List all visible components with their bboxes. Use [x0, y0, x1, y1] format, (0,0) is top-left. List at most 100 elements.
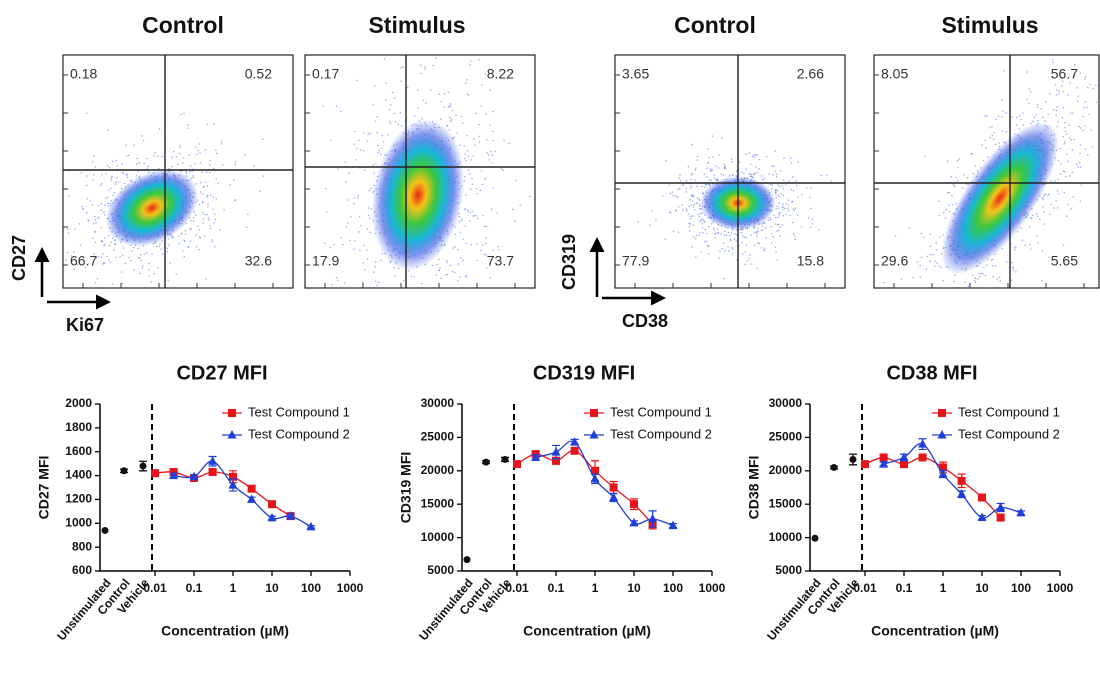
density-dot — [706, 232, 708, 235]
density-dot — [100, 209, 102, 211]
quadrant-percent: 5.65 — [1051, 253, 1078, 269]
density-dot — [993, 131, 995, 133]
density-dot — [375, 163, 377, 165]
density-dot — [938, 214, 940, 216]
density-dot — [1035, 114, 1037, 116]
quadrant-percent: 8.22 — [487, 66, 514, 82]
density-dot — [178, 235, 180, 237]
density-dot — [707, 162, 709, 164]
density-dot — [470, 159, 472, 161]
density-dot — [717, 232, 719, 234]
density-dot — [207, 217, 209, 219]
density-dot — [366, 140, 369, 142]
density-dot — [777, 216, 780, 219]
density-dot — [502, 169, 504, 171]
y-tick-label: 5000 — [427, 563, 454, 577]
density-dot — [783, 179, 785, 181]
data-point — [668, 520, 678, 530]
density-dot — [1064, 126, 1066, 129]
y-tick-label: 2000 — [65, 396, 92, 410]
density-dot — [199, 236, 201, 238]
density-dot — [460, 257, 462, 259]
density-dot — [700, 219, 702, 221]
density-dot — [810, 207, 812, 210]
legend-marker — [938, 409, 946, 417]
density-dot — [388, 109, 390, 111]
density-dot — [80, 172, 83, 174]
density-dot — [119, 256, 121, 258]
legend-marker — [590, 409, 598, 417]
density-dot — [451, 109, 453, 112]
density-dot — [356, 79, 358, 82]
density-dot — [763, 249, 765, 252]
density-dot — [779, 235, 781, 237]
density-dot — [420, 72, 422, 75]
density-dot — [438, 93, 440, 95]
density-dot — [1055, 114, 1057, 116]
density-dot — [208, 164, 211, 166]
density-dot — [107, 189, 110, 191]
density-dot — [787, 210, 790, 212]
density-dot — [1057, 160, 1060, 162]
density-dot — [480, 249, 482, 251]
density-dot — [354, 240, 356, 242]
y-tick-label: 30000 — [769, 396, 803, 410]
density-dot — [469, 220, 471, 222]
density-dot — [774, 246, 777, 249]
density-dot — [770, 188, 773, 190]
density-dot — [110, 187, 112, 189]
density-dot — [110, 241, 112, 243]
density-dot — [489, 89, 492, 91]
density-dot — [1005, 112, 1008, 114]
density-dot — [136, 157, 138, 160]
density-dot — [1056, 89, 1058, 91]
density-dot — [488, 159, 490, 161]
density-dot — [361, 281, 364, 284]
density-dot — [919, 276, 921, 278]
density-dot — [372, 191, 374, 193]
density-dot — [1055, 109, 1057, 112]
density-dot — [512, 208, 514, 211]
density-dot — [736, 259, 738, 261]
density-dot — [402, 66, 404, 68]
density-dot — [999, 280, 1001, 282]
density-dot — [790, 162, 793, 164]
density-dot — [465, 276, 467, 278]
density-dot — [685, 187, 687, 190]
density-dot — [467, 209, 469, 212]
y-axis-label: CD27 MFI — [36, 456, 52, 520]
density-dot — [778, 214, 780, 216]
density-dot — [105, 255, 108, 258]
density-dot — [198, 229, 200, 231]
density-dot — [1030, 122, 1032, 125]
density-dot — [482, 214, 484, 217]
density-dot — [126, 176, 129, 179]
data-point — [306, 521, 316, 531]
quadrant-percent: 29.6 — [881, 253, 908, 269]
density-dot — [376, 284, 378, 286]
density-dot — [691, 194, 693, 196]
density-dot — [508, 142, 510, 145]
density-dot — [1062, 80, 1064, 83]
density-dot — [491, 154, 493, 156]
y-tick-label: 20000 — [421, 463, 455, 477]
density-dot — [373, 172, 375, 174]
density-dot — [690, 185, 692, 187]
density-dot — [809, 196, 811, 199]
density-dot — [175, 156, 178, 158]
density-dot — [696, 185, 698, 188]
density-dot — [703, 173, 706, 176]
density-dot — [655, 218, 657, 221]
density-dot — [492, 130, 494, 133]
density-dot — [214, 246, 216, 248]
density-dot — [360, 149, 362, 151]
density-dot — [492, 249, 494, 251]
density-dot — [199, 237, 202, 239]
density-dot — [455, 114, 457, 116]
density-dot — [774, 150, 776, 152]
x-tick-label: 1000 — [699, 581, 726, 595]
control-point — [849, 455, 857, 463]
density-dot — [519, 204, 521, 206]
density-dot — [974, 279, 976, 282]
density-dot — [775, 196, 777, 199]
